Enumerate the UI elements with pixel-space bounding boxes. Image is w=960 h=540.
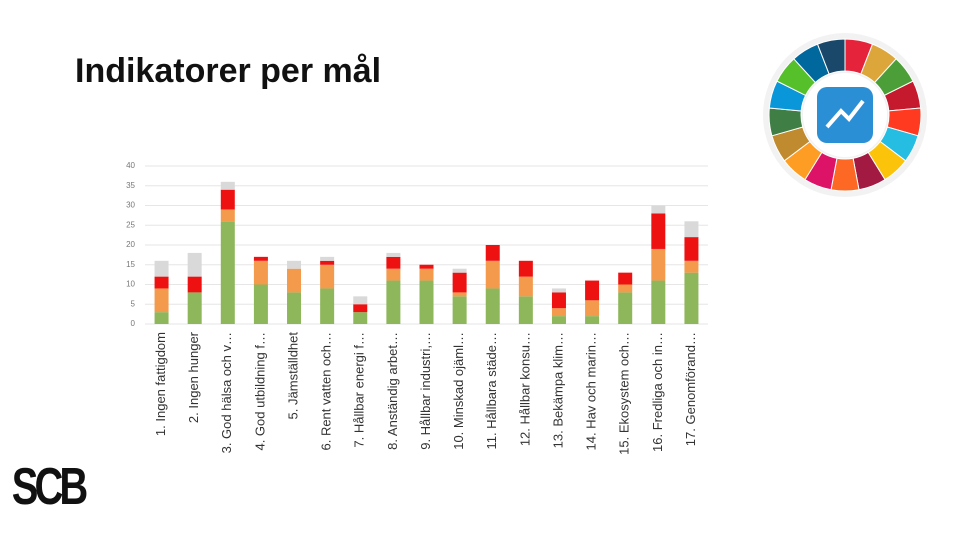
bar-segment (651, 248, 666, 281)
bar-segment (651, 280, 666, 324)
y-tick-label: 15 (126, 260, 135, 269)
chart: 0 5 10 15 20 25 30 35 40 1. Ingen fattigdom 2. Ing… (126, 161, 708, 455)
bar-segment (386, 268, 401, 281)
bar-segment (618, 272, 633, 285)
bar-segment (551, 316, 566, 324)
x-tick-label: 1. Ingen fattigdom (153, 332, 168, 436)
bar-segment (320, 264, 335, 289)
bar-segment (551, 308, 566, 317)
bar-segment (585, 300, 600, 317)
x-tick-label: 9. Hållbar industri,… (418, 332, 433, 450)
x-tick-label: 4. God utbildning f… (252, 332, 267, 451)
bar-segment (154, 260, 169, 277)
bar-segment (287, 292, 302, 324)
bar-segment (684, 260, 699, 273)
x-tick-label: 13. Bekämpa klim… (550, 332, 565, 448)
x-tick-label: 15. Ekosystem och… (617, 332, 632, 455)
bar-segment (419, 264, 434, 269)
bar-segment (154, 288, 169, 313)
x-tick-label: 14. Hav och marin… (584, 332, 599, 451)
bar-segment (452, 292, 467, 297)
y-tick-label: 25 (126, 220, 135, 229)
bar-segment (585, 280, 600, 301)
bar-segment (585, 316, 600, 324)
bar-segment (618, 284, 633, 293)
y-tick-label: 20 (126, 240, 135, 249)
bar-segment (419, 268, 434, 281)
bar-segment (320, 288, 335, 324)
bar-segment (320, 256, 335, 261)
bar-segment (551, 288, 566, 293)
bar-segment (518, 296, 533, 324)
bar-segment (187, 252, 202, 277)
bar-segment (618, 292, 633, 324)
bar-segment (419, 280, 434, 324)
x-tick-label: 16. Fredliga och in… (650, 332, 665, 452)
y-tick-label: 30 (126, 201, 135, 210)
bar-segment (386, 280, 401, 324)
bar-segment (154, 276, 169, 289)
bar-segment (452, 268, 467, 273)
bar-segment (187, 292, 202, 324)
bar-segment (220, 221, 235, 324)
bar-segment (386, 252, 401, 257)
bar-segment (154, 312, 169, 324)
bar-segment (386, 256, 401, 269)
y-tick-label: 10 (126, 280, 135, 289)
bar-segment (651, 205, 666, 214)
bar-segment (353, 304, 368, 313)
bar-segment (485, 260, 500, 289)
x-tick-label: 12. Hållbar konsu… (517, 332, 532, 446)
bar-segment (684, 272, 699, 324)
x-tick-label: 10. Minskad ojäml… (451, 332, 466, 450)
wheel-icon-arrow (825, 99, 865, 129)
x-tick-label: 17. Genomförand… (683, 332, 698, 446)
x-tick-label: 2. Ingen hunger (186, 331, 201, 423)
bar-segment (220, 209, 235, 222)
bar-segment (452, 272, 467, 293)
bar-segment (651, 213, 666, 249)
bar-segment (253, 284, 268, 324)
x-tick-label: 6. Rent vatten och… (319, 332, 334, 451)
bar-segment (287, 260, 302, 269)
y-tick-label: 5 (131, 299, 136, 308)
x-tick-label: 8. Anständig arbet… (385, 332, 400, 450)
bar-segment (253, 256, 268, 261)
bar-segment (684, 237, 699, 261)
bar-segment (485, 288, 500, 324)
bar-segment (287, 268, 302, 293)
bar-segment (452, 296, 467, 324)
slide-title: Indikatorer per mål (75, 52, 381, 90)
bar-segment (518, 260, 533, 277)
bar-segment (220, 189, 235, 210)
logo: SCB (12, 457, 87, 515)
x-tick-label: 7. Hållbar energi f… (352, 332, 367, 448)
bar-segment (485, 245, 500, 261)
wheel-segment (816, 38, 846, 75)
sdg-wheel (763, 33, 927, 197)
bar-segment (353, 312, 368, 324)
bar-segment (518, 276, 533, 297)
bar-segment (320, 260, 335, 265)
y-tick-label: 35 (126, 181, 135, 190)
bar-segment (551, 292, 566, 309)
bar-segment (684, 221, 699, 238)
y-tick-label: 40 (126, 161, 135, 170)
x-tick-label: 11. Hållbara städe… (484, 332, 499, 450)
bar-segment (220, 181, 235, 190)
x-tick-label: 3. God hälsa och v… (219, 332, 234, 453)
bar-segment (253, 260, 268, 285)
x-tick-label: 5. Jämställdhet (285, 332, 300, 420)
bar-segment (187, 276, 202, 293)
y-tick-label: 0 (131, 319, 136, 328)
bar-segment (353, 296, 368, 305)
